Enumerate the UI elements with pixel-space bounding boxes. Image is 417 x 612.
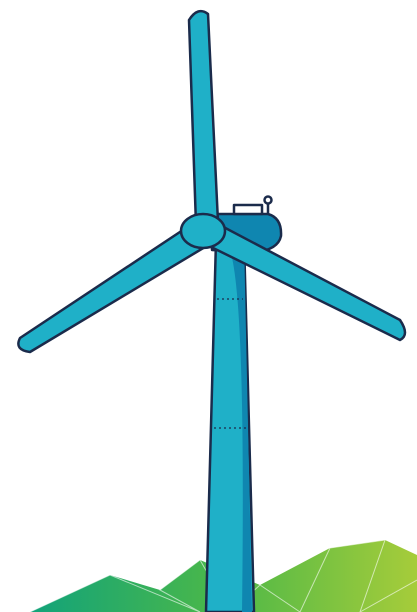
blade-up <box>189 11 218 225</box>
nacelle-vent <box>234 205 262 214</box>
blade-left <box>18 222 210 352</box>
page <box>0 0 417 612</box>
wind-turbine-illustration <box>0 0 417 612</box>
turbine <box>18 11 405 612</box>
hub <box>181 214 225 248</box>
antenna-tip <box>265 197 272 204</box>
